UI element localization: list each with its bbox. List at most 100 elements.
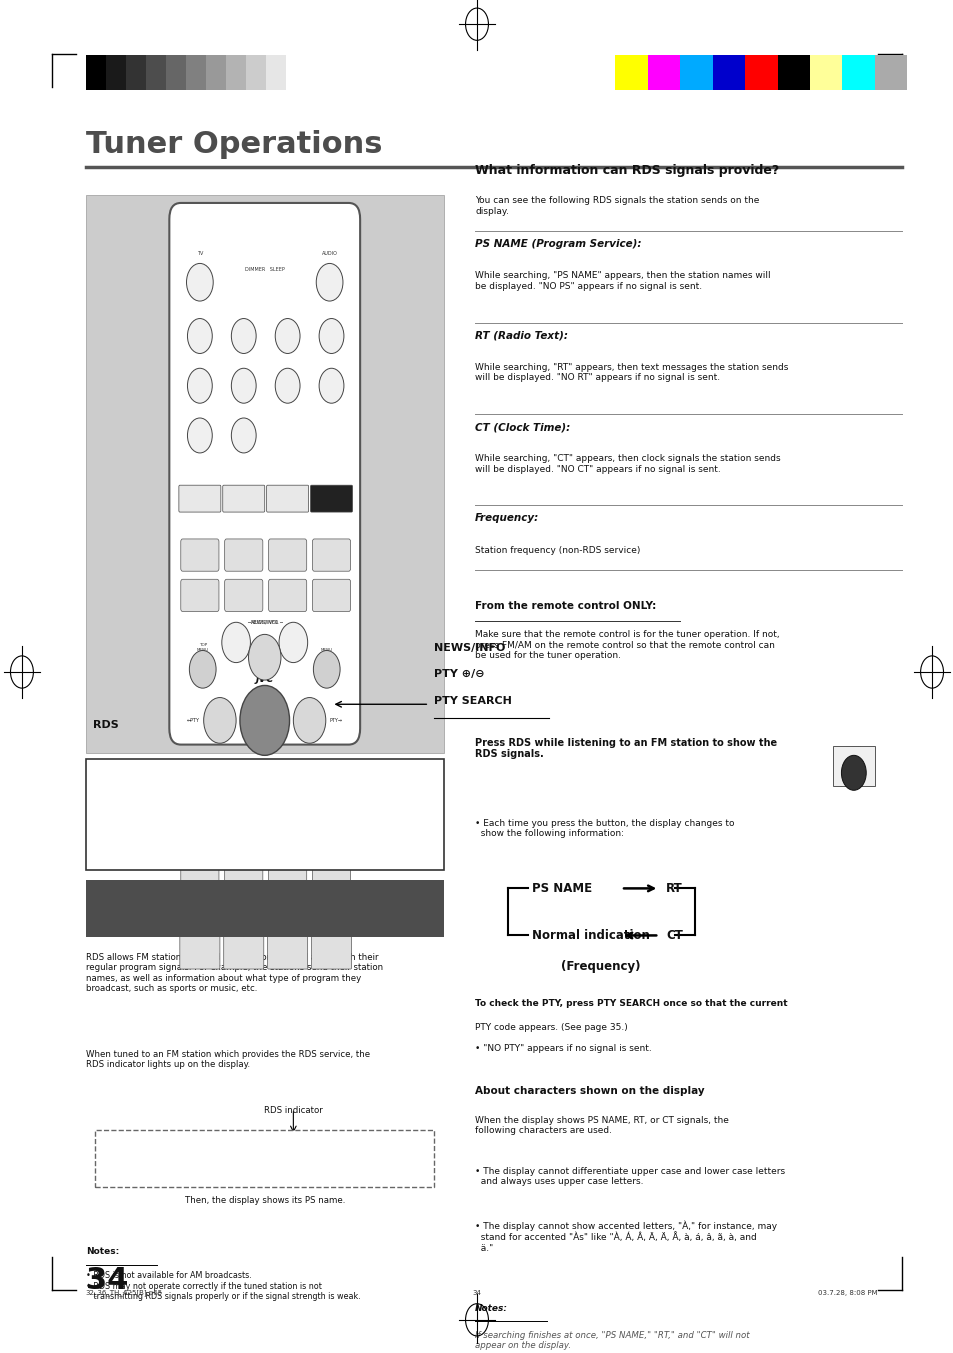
- Text: ENTER: ENTER: [255, 718, 274, 723]
- Text: RDS: RDS: [847, 770, 859, 775]
- Text: 3: 3: [286, 333, 289, 338]
- Bar: [712, 55, 744, 91]
- Text: • "NO PTY" appears if no signal is sent.: • "NO PTY" appears if no signal is sent.: [475, 1045, 651, 1053]
- Text: AUX: AUX: [282, 497, 293, 501]
- Text: Notes:: Notes:: [86, 1247, 119, 1256]
- Text: AUDIO: AUDIO: [321, 252, 337, 256]
- FancyBboxPatch shape: [224, 579, 262, 612]
- Text: RDS indicator: RDS indicator: [264, 1107, 322, 1115]
- Text: STEP: STEP: [318, 828, 333, 833]
- FancyBboxPatch shape: [169, 203, 359, 744]
- FancyBboxPatch shape: [224, 538, 262, 571]
- Text: Then, the display shows its PS name.: Then, the display shows its PS name.: [184, 1196, 345, 1206]
- Text: AUDIO: AUDIO: [193, 919, 207, 923]
- Circle shape: [313, 651, 339, 689]
- Text: 6: 6: [242, 383, 245, 388]
- Text: • Each time you press the button, the display changes to
  show the following in: • Each time you press the button, the di…: [475, 819, 734, 838]
- Text: While searching, "PS NAME" appears, then the station names will
be displayed. "N: While searching, "PS NAME" appears, then…: [475, 272, 770, 291]
- Text: NEWS/INFO: NEWS/INFO: [251, 620, 278, 625]
- FancyBboxPatch shape: [312, 867, 350, 902]
- Text: MENU: MENU: [320, 648, 333, 652]
- Bar: [809, 55, 841, 91]
- Bar: [832, 746, 874, 786]
- Text: Make sure that the remote control is for the tuner operation. If not,
press FM/A: Make sure that the remote control is for…: [475, 630, 779, 660]
- Bar: [777, 55, 809, 91]
- Text: While searching, "RT" appears, then text messages the station sends
will be disp: While searching, "RT" appears, then text…: [475, 363, 787, 383]
- Bar: [86, 195, 443, 752]
- FancyBboxPatch shape: [224, 867, 262, 902]
- Bar: [206, 55, 226, 91]
- Circle shape: [278, 622, 307, 663]
- Text: DOWN · TUNING · UP: DOWN · TUNING · UP: [239, 856, 290, 861]
- Text: 0: 0: [242, 433, 245, 438]
- Text: What information can RDS signals provide?: What information can RDS signals provide…: [475, 164, 779, 177]
- Circle shape: [231, 318, 255, 353]
- FancyBboxPatch shape: [311, 934, 351, 969]
- FancyBboxPatch shape: [223, 934, 263, 969]
- Text: When the display shows PS NAME, RT, or CT signals, the
following characters are : When the display shows PS NAME, RT, or C…: [475, 1115, 728, 1135]
- Text: If the remote control is not for the tuner operations, the
button for the RDS op: If the remote control is not for the tun…: [95, 770, 368, 821]
- Text: If searching finishes at once, "PS NAME," "RT," and "CT" will not
appear on the : If searching finishes at once, "PS NAME,…: [475, 1330, 749, 1350]
- Bar: [615, 55, 647, 91]
- Text: PTY SEARCH: PTY SEARCH: [434, 697, 512, 706]
- Circle shape: [274, 368, 299, 403]
- FancyBboxPatch shape: [310, 486, 352, 511]
- Text: 5: 5: [198, 383, 201, 388]
- Text: SOUND: SOUND: [321, 497, 341, 501]
- Text: To check the PTY, press PTY SEARCH once so that the current: To check the PTY, press PTY SEARCH once …: [475, 999, 787, 1008]
- FancyBboxPatch shape: [253, 810, 298, 851]
- Bar: [226, 55, 246, 91]
- Text: 34: 34: [472, 1289, 481, 1296]
- Bar: [647, 55, 679, 91]
- Circle shape: [293, 698, 325, 743]
- Text: 7: 7: [286, 383, 289, 388]
- Text: Tuner Operations: Tuner Operations: [86, 130, 382, 158]
- Text: • The display cannot differentiate upper case and lower case letters
  and alway: • The display cannot differentiate upper…: [475, 1166, 784, 1187]
- Text: • RDS is not available for AM broadcasts.
• RDS may not operate correctly if the: • RDS is not available for AM broadcasts…: [86, 1272, 360, 1302]
- FancyBboxPatch shape: [268, 579, 306, 612]
- Bar: [95, 1130, 434, 1187]
- Circle shape: [274, 318, 299, 353]
- Circle shape: [248, 635, 280, 681]
- Bar: [126, 55, 146, 91]
- FancyBboxPatch shape: [203, 810, 249, 851]
- Text: ON SCREEN: ON SCREEN: [314, 774, 338, 778]
- Bar: [146, 55, 166, 91]
- Text: Notes:: Notes:: [475, 1304, 508, 1312]
- Text: CT (Clock Time):: CT (Clock Time):: [475, 422, 570, 432]
- Bar: [679, 55, 712, 91]
- Bar: [86, 881, 443, 936]
- Text: PTY SEARCH: PTY SEARCH: [250, 804, 279, 809]
- Text: Station frequency (non-RDS service): Station frequency (non-RDS service): [475, 545, 639, 555]
- Bar: [246, 55, 266, 91]
- FancyBboxPatch shape: [179, 934, 219, 969]
- Text: −: −: [231, 636, 241, 649]
- Text: From the remote control ONLY:: From the remote control ONLY:: [475, 601, 656, 610]
- FancyBboxPatch shape: [266, 486, 308, 511]
- Text: ←PTY: ←PTY: [187, 718, 199, 723]
- Bar: [166, 55, 186, 91]
- FancyBboxPatch shape: [180, 579, 218, 612]
- Circle shape: [315, 264, 342, 302]
- Circle shape: [187, 318, 212, 353]
- Text: TV: TV: [196, 252, 203, 256]
- Bar: [186, 55, 206, 91]
- Circle shape: [221, 622, 250, 663]
- Bar: [744, 55, 777, 91]
- Text: When tuned to an FM station which provides the RDS service, the
RDS indicator li: When tuned to an FM station which provid…: [86, 1050, 370, 1069]
- FancyBboxPatch shape: [312, 579, 350, 612]
- FancyBboxPatch shape: [268, 538, 306, 571]
- Text: ZOOM: ZOOM: [325, 919, 337, 923]
- Text: PTY code appears. (See page 35.): PTY code appears. (See page 35.): [475, 1023, 627, 1032]
- Circle shape: [841, 755, 865, 790]
- Text: CT: CT: [665, 930, 682, 942]
- Text: PS NAME: PS NAME: [532, 882, 592, 894]
- FancyBboxPatch shape: [267, 934, 307, 969]
- Text: Using the RDS (Radio Data System)
to Receive FM Stations: Using the RDS (Radio Data System) to Rec…: [160, 898, 369, 919]
- Text: 03.7.28, 8:08 PM: 03.7.28, 8:08 PM: [818, 1289, 877, 1296]
- Text: ■: ■: [224, 828, 229, 833]
- Text: RDS allows FM stations to send an additional signal along with their
regular pro: RDS allows FM stations to send an additi…: [86, 953, 382, 993]
- Text: 2: 2: [242, 333, 245, 338]
- Text: ▼: ▼: [262, 781, 267, 786]
- Text: You can see the following RDS signals the station sends on the
display.: You can see the following RDS signals th…: [475, 196, 759, 215]
